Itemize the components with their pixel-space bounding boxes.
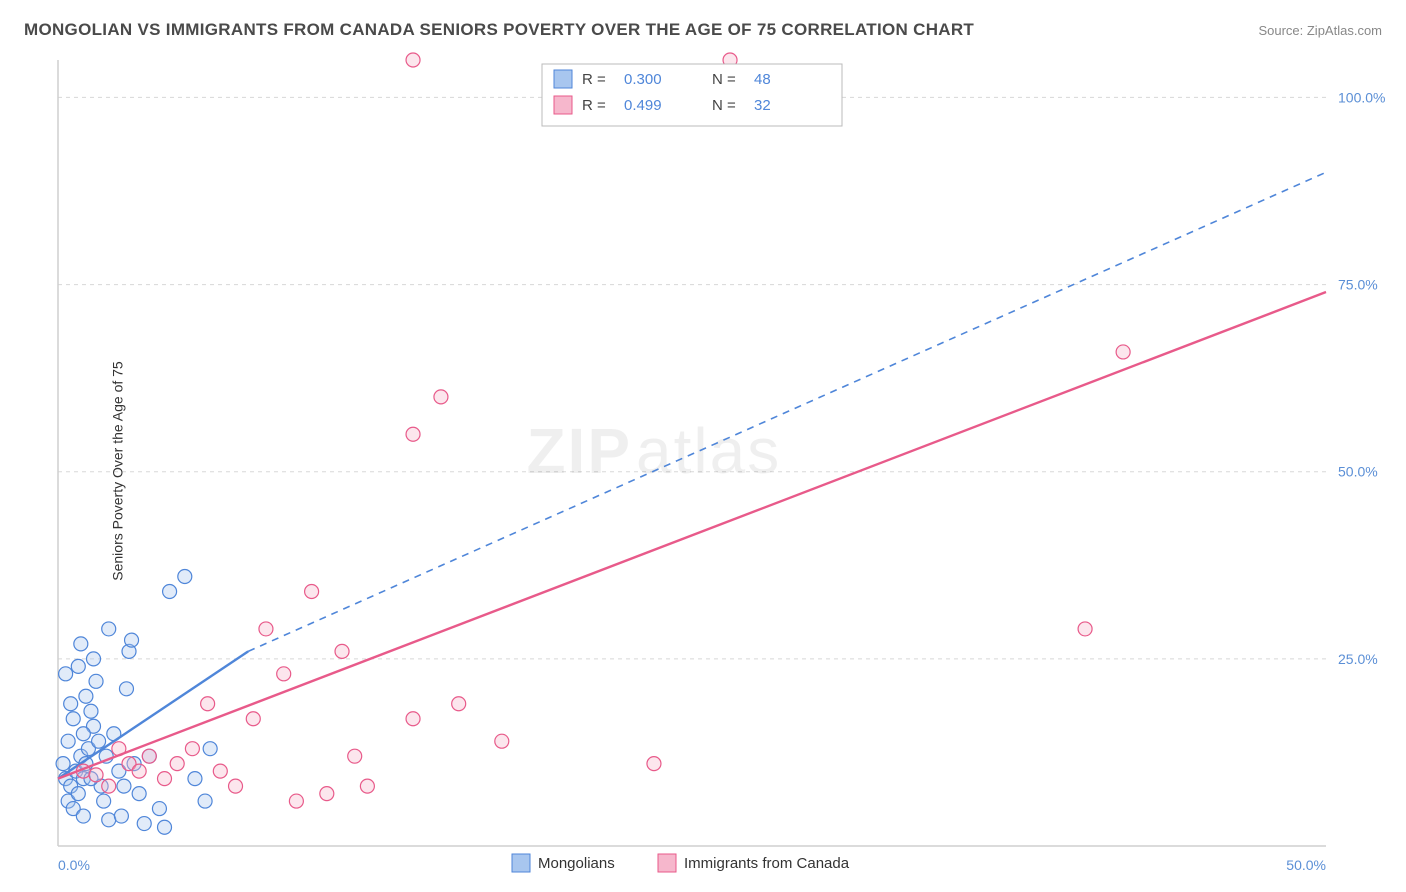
data-point	[360, 779, 374, 793]
stat-n-label: N =	[712, 71, 736, 88]
data-point	[119, 682, 133, 696]
data-point	[152, 802, 166, 816]
stat-r-value: 0.300	[624, 71, 662, 88]
scatter-chart: 25.0% 50.0% 75.0% 100.0% 0.0% 50.0% ZIPatlas R …	[0, 50, 1406, 892]
data-point	[1078, 622, 1092, 636]
stat-r-label: R =	[582, 71, 606, 88]
data-point	[434, 390, 448, 404]
data-point	[66, 712, 80, 726]
legend-swatch	[658, 854, 676, 872]
watermark-icon: atlas	[636, 415, 781, 487]
trend-line-dashed	[248, 172, 1326, 651]
data-point	[84, 704, 98, 718]
y-tick-label: 50.0%	[1338, 464, 1378, 480]
stat-n-value: 48	[754, 71, 771, 88]
data-point	[647, 757, 661, 771]
data-point	[102, 622, 116, 636]
data-point	[97, 794, 111, 808]
data-point	[64, 697, 78, 711]
trend-line	[58, 292, 1326, 779]
data-point	[87, 652, 101, 666]
data-point	[213, 764, 227, 778]
data-point	[59, 667, 73, 681]
data-point	[89, 768, 103, 782]
data-point	[406, 712, 420, 726]
data-point	[188, 772, 202, 786]
data-point	[198, 794, 212, 808]
data-point	[71, 787, 85, 801]
data-point	[137, 817, 151, 831]
y-axis-label: Seniors Poverty Over the Age of 75	[110, 361, 126, 580]
data-point	[76, 809, 90, 823]
stat-n-value: 32	[754, 97, 771, 114]
data-point	[178, 570, 192, 584]
legend-swatch	[554, 96, 572, 114]
data-point	[1116, 345, 1130, 359]
legend-label: Immigrants from Canada	[684, 855, 850, 872]
data-point	[259, 622, 273, 636]
data-point	[102, 813, 116, 827]
data-point	[76, 727, 90, 741]
data-point	[348, 749, 362, 763]
data-point	[74, 637, 88, 651]
data-point	[89, 674, 103, 688]
watermark-icon: ZIP	[526, 415, 632, 487]
data-point	[185, 742, 199, 756]
data-point	[277, 667, 291, 681]
data-point	[335, 644, 349, 658]
data-point	[158, 820, 172, 834]
legend-swatch	[512, 854, 530, 872]
data-point	[406, 427, 420, 441]
data-point	[495, 734, 509, 748]
y-tick-label: 25.0%	[1338, 651, 1378, 667]
data-point	[203, 742, 217, 756]
data-point	[125, 633, 139, 647]
chart-title: MONGOLIAN VS IMMIGRANTS FROM CANADA SENI…	[24, 20, 974, 40]
data-point	[79, 689, 93, 703]
data-point	[320, 787, 334, 801]
data-point	[246, 712, 260, 726]
data-point	[406, 53, 420, 67]
y-tick-label: 100.0%	[1338, 89, 1385, 105]
data-point	[229, 779, 243, 793]
data-point	[61, 734, 75, 748]
data-point	[117, 779, 131, 793]
data-point	[56, 757, 70, 771]
data-point	[114, 809, 128, 823]
data-point	[158, 772, 172, 786]
data-point	[289, 794, 303, 808]
source-label: Source: ZipAtlas.com	[1258, 23, 1382, 38]
data-point	[452, 697, 466, 711]
data-point	[142, 749, 156, 763]
x-tick-label: 50.0%	[1286, 857, 1326, 873]
legend-swatch	[554, 70, 572, 88]
data-point	[201, 697, 215, 711]
stat-n-label: N =	[712, 97, 736, 114]
x-tick-label: 0.0%	[58, 857, 90, 873]
data-point	[132, 764, 146, 778]
data-point	[132, 787, 146, 801]
data-point	[163, 584, 177, 598]
data-point	[305, 584, 319, 598]
y-tick-label: 75.0%	[1338, 277, 1378, 293]
data-point	[170, 757, 184, 771]
legend-label: Mongolians	[538, 855, 615, 872]
stat-r-value: 0.499	[624, 97, 662, 114]
data-point	[71, 659, 85, 673]
data-point	[92, 734, 106, 748]
data-point	[102, 779, 116, 793]
stat-r-label: R =	[582, 97, 606, 114]
chart-area: Seniors Poverty Over the Age of 75 25.0%…	[0, 50, 1406, 892]
